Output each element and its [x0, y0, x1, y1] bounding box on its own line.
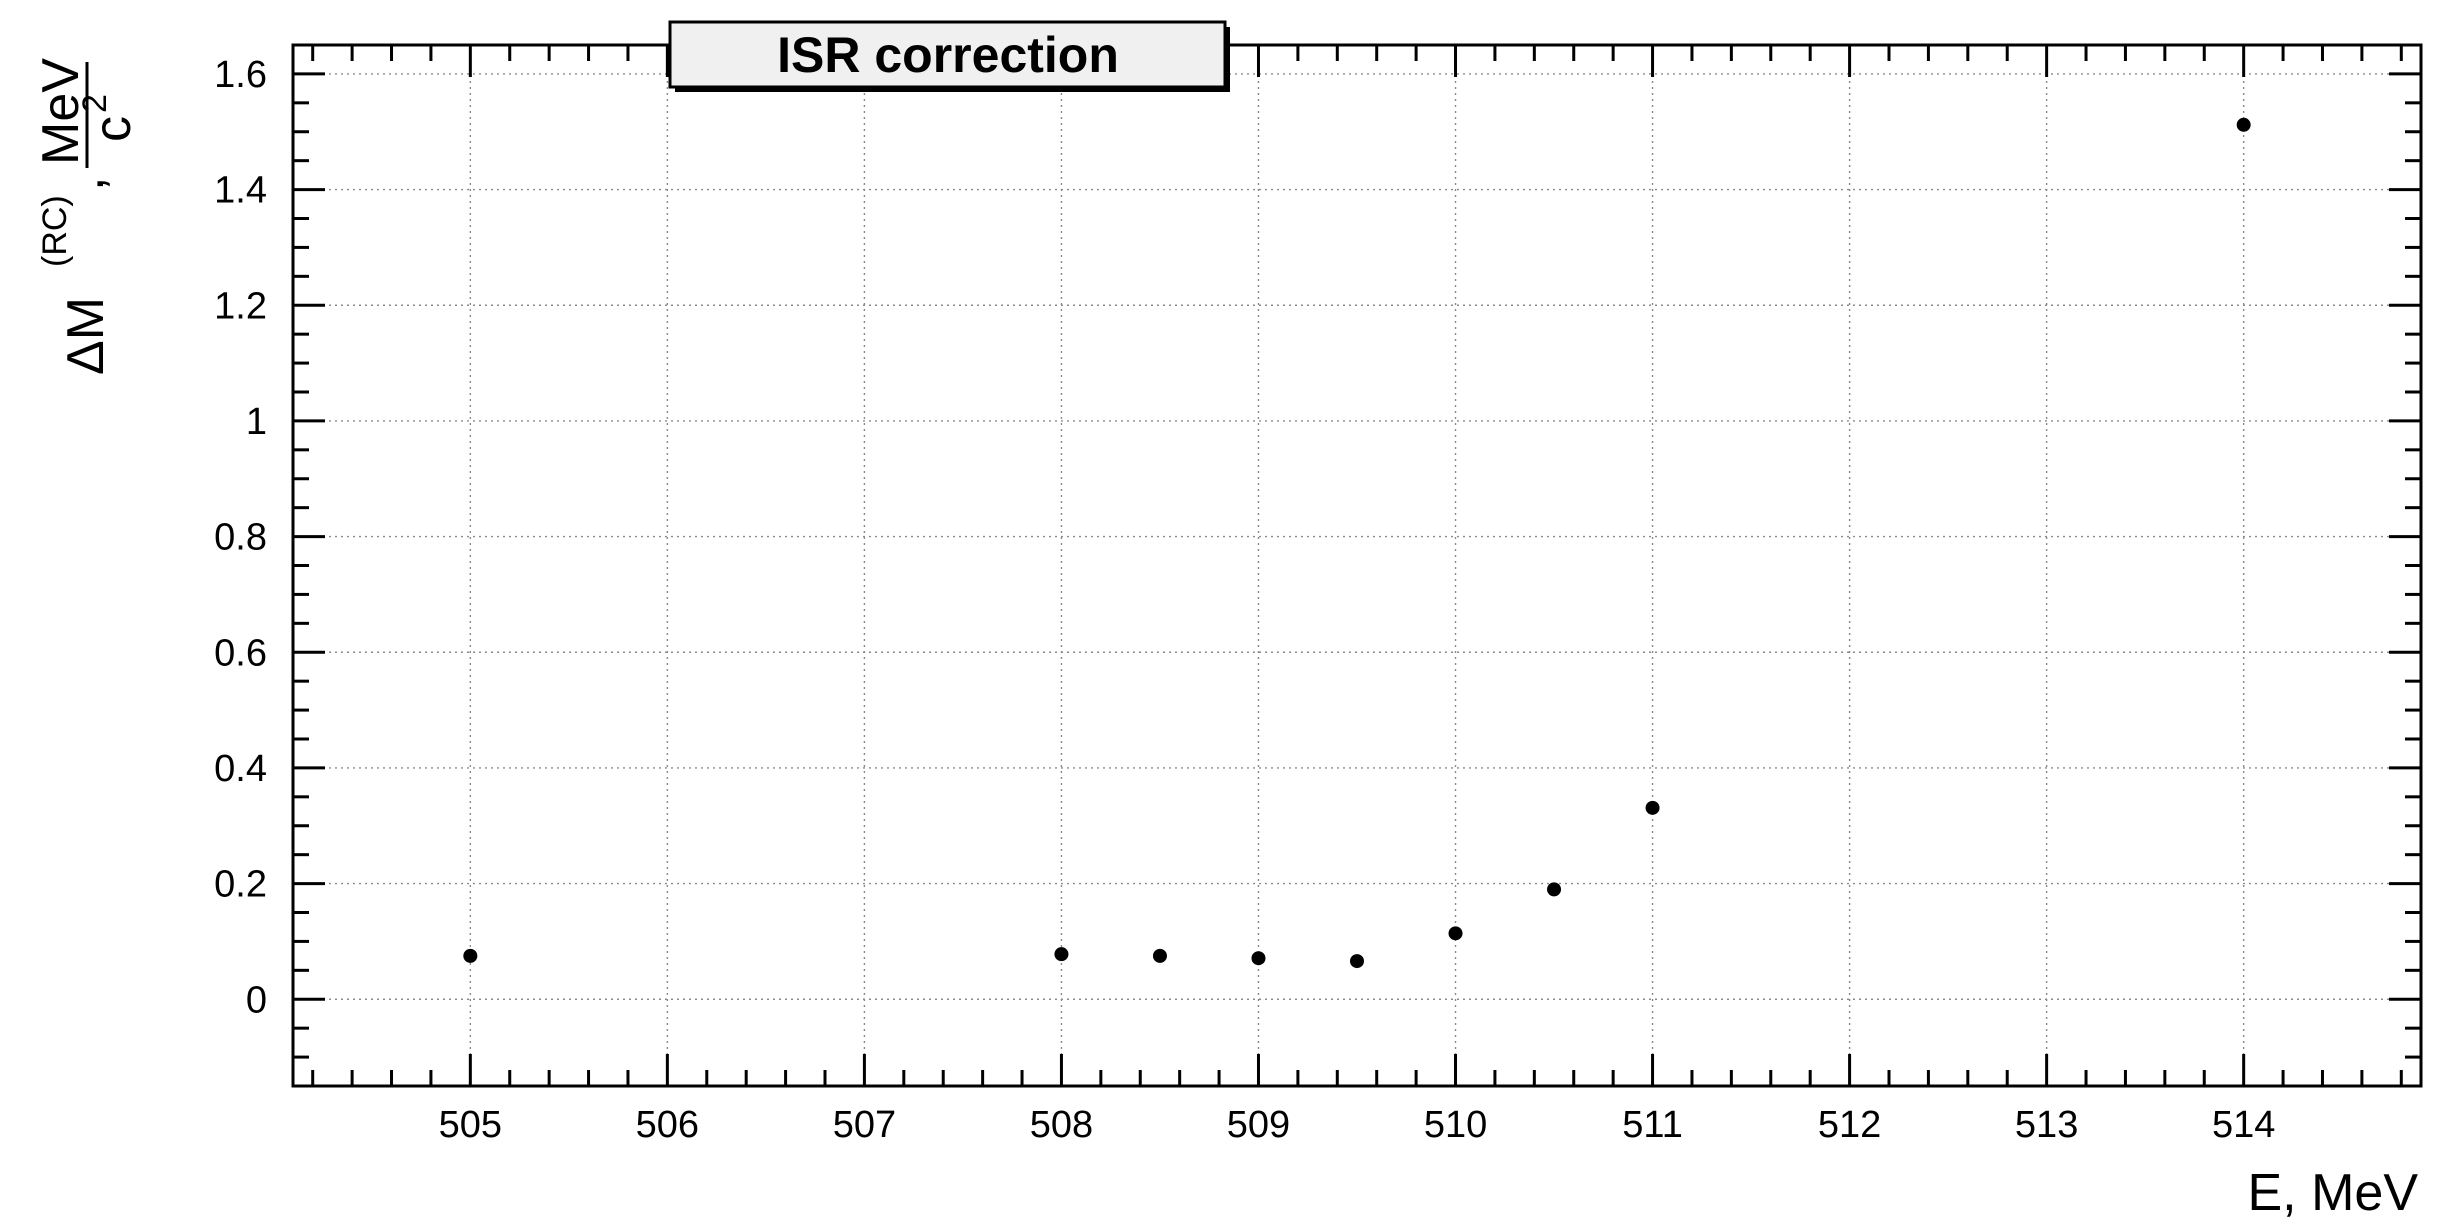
- x-tick-label: 508: [1030, 1104, 1093, 1146]
- y-axis-title: ΔM (RC) , MeV c 2: [32, 58, 142, 375]
- y-tick-label: 0.8: [214, 517, 267, 559]
- x-tick-label: 512: [1818, 1104, 1881, 1146]
- chart-title: ISR correction: [777, 27, 1119, 83]
- data-point: [1645, 800, 1660, 815]
- data-point: [1054, 947, 1069, 962]
- x-axis-title: E, MeV: [2248, 1164, 2419, 1222]
- y-axis-unit-power: 2: [76, 94, 114, 113]
- data-point: [1547, 882, 1562, 897]
- data-points: [463, 117, 2251, 969]
- data-point: [1448, 926, 1463, 941]
- y-tick-label: 1.2: [214, 285, 267, 327]
- x-tick-label: 514: [2212, 1104, 2275, 1146]
- data-point: [463, 948, 478, 963]
- grid-lines: [293, 45, 2421, 1086]
- data-point: [1350, 954, 1364, 969]
- x-tick-label: 505: [439, 1104, 502, 1146]
- y-tick-label: 1.6: [214, 54, 267, 96]
- y-tick-labels: 0 0.2 0.4 0.6 0.8 1 1.2 1.4 1.6: [214, 54, 267, 1021]
- axis-ticks: [293, 43, 2421, 1086]
- x-tick-label: 509: [1227, 1104, 1290, 1146]
- x-tick-label: 511: [1622, 1104, 1683, 1146]
- x-tick-label: 513: [2015, 1104, 2078, 1146]
- x-tick-labels: 505 506 507 508 509 510 511 512 513 514: [439, 1104, 2276, 1146]
- y-axis-unit-denominator: c: [84, 116, 142, 142]
- chart-title-box: ISR correction: [668, 20, 1230, 92]
- y-axis-symbol: ΔM: [57, 297, 115, 375]
- y-tick-label: 0.6: [214, 632, 267, 674]
- data-point: [1251, 951, 1266, 966]
- x-tick-label: 510: [1424, 1104, 1487, 1146]
- y-tick-label: 0: [246, 979, 267, 1021]
- y-tick-label: 1.4: [214, 170, 267, 212]
- plot-frame: [291, 43, 2423, 1088]
- y-tick-label: 0.2: [214, 864, 267, 906]
- x-tick-label: 507: [833, 1104, 896, 1146]
- y-tick-label: 0.4: [214, 748, 267, 790]
- data-point: [2236, 117, 2251, 132]
- y-axis-unit-numerator: MeV: [32, 58, 90, 165]
- y-axis-superscript: (RC): [36, 195, 74, 267]
- y-axis-separator: ,: [57, 177, 115, 191]
- y-tick-label: 1: [246, 401, 267, 443]
- data-point: [1152, 948, 1167, 963]
- title-box-frame: [668, 20, 1227, 89]
- x-tick-label: 506: [636, 1104, 699, 1146]
